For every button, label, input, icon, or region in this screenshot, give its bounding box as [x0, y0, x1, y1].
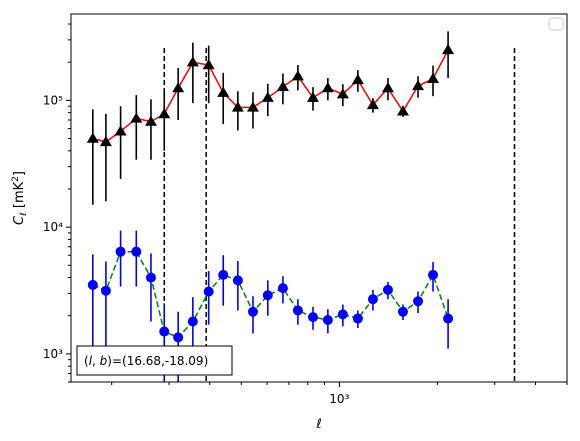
data-point-circle — [367, 294, 378, 305]
data-point-triangle — [172, 82, 185, 93]
data-point-triangle — [114, 125, 127, 136]
data-point-circle — [337, 309, 348, 320]
data-point-triangle — [231, 101, 244, 112]
data-point-circle — [443, 313, 454, 324]
data-point-triangle — [427, 72, 440, 83]
data-point-triangle — [306, 91, 319, 102]
data-point-circle — [145, 272, 156, 283]
data-point-circle — [413, 296, 424, 307]
y-axis-label: Cℓ [mK2] — [11, 171, 29, 225]
data-point-triangle — [130, 112, 143, 123]
data-point-triangle — [366, 98, 379, 110]
data-point-circle — [87, 279, 98, 290]
data-point-triangle — [202, 59, 215, 70]
data-point-triangle — [144, 115, 157, 126]
data-point-triangle — [217, 86, 230, 97]
y-tick-label: 10³ — [43, 347, 63, 361]
data-point-circle — [352, 313, 363, 324]
x-axis-label: ℓ — [315, 417, 321, 432]
data-point-circle — [218, 269, 229, 280]
data-point-triangle — [99, 135, 112, 147]
data-point-circle — [232, 275, 243, 286]
data-point-triangle — [442, 43, 455, 55]
data-point-circle — [247, 306, 258, 317]
annotation-box: (l, b)=(16.68,-18.09) — [76, 345, 233, 376]
data-point-triangle — [186, 56, 199, 67]
y-tick-label: 10⁵ — [43, 93, 63, 107]
data-point-triangle — [321, 82, 334, 93]
data-point-triangle — [261, 91, 274, 102]
series-triangle — [86, 31, 455, 205]
x-tick-label: 10³ — [329, 392, 349, 406]
y-tick-label: 10⁴ — [43, 220, 63, 234]
data-point-circle — [277, 283, 288, 294]
data-point-circle — [292, 305, 303, 316]
data-point-circle — [382, 284, 393, 295]
legend-box — [548, 17, 564, 31]
data-point-triangle — [158, 108, 171, 119]
annotation-text: (l, b)=(16.68,-18.09) — [84, 354, 208, 368]
data-point-triangle — [246, 101, 259, 112]
plot-area — [71, 14, 567, 382]
data-point-circle — [262, 290, 273, 301]
data-point-circle — [100, 285, 111, 296]
data-point-triangle — [381, 82, 394, 93]
data-point-triangle — [412, 79, 425, 91]
data-point-circle — [115, 246, 126, 257]
data-point-circle — [428, 269, 439, 280]
data-point-triangle — [291, 70, 304, 81]
data-point-triangle — [396, 105, 409, 116]
data-point-circle — [203, 286, 214, 297]
data-point-circle — [131, 246, 142, 257]
data-point-circle — [322, 315, 333, 326]
data-point-triangle — [351, 73, 364, 85]
data-point-circle — [397, 306, 408, 317]
plot-frame — [70, 13, 568, 383]
data-point-circle — [187, 316, 198, 327]
data-point-triangle — [86, 132, 99, 143]
data-point-triangle — [276, 80, 289, 91]
data-point-circle — [307, 312, 318, 323]
data-point-circle — [159, 326, 170, 337]
data-point-triangle — [336, 88, 349, 99]
data-point-circle — [173, 332, 184, 343]
